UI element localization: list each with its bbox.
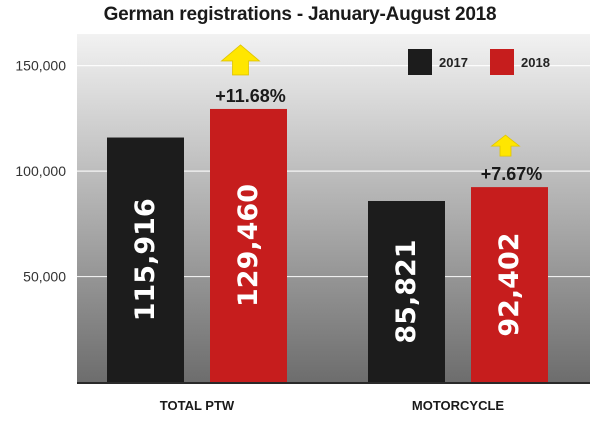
change-label: +7.67% bbox=[481, 164, 543, 184]
up-arrow-icon bbox=[490, 134, 521, 157]
legend-swatch-2017 bbox=[408, 49, 432, 75]
y-tick-label: 50,000 bbox=[23, 269, 66, 285]
category-label: TOTAL PTW bbox=[160, 398, 235, 413]
up-arrow-icon bbox=[220, 44, 261, 76]
bar-value-label: 115,916 bbox=[130, 198, 161, 321]
change-label: +11.68% bbox=[215, 86, 286, 106]
bar-2017-motorcycle bbox=[368, 200, 445, 382]
bar-value-label: 85,821 bbox=[391, 239, 422, 343]
legend-label: 2017 bbox=[439, 55, 468, 70]
legend-label: 2018 bbox=[521, 55, 550, 70]
y-tick-label: 150,000 bbox=[15, 58, 66, 74]
bar-value-label: 92,402 bbox=[494, 232, 525, 336]
chart-title: German registrations - January-August 20… bbox=[103, 4, 497, 25]
category-label: MOTORCYCLE bbox=[412, 398, 505, 413]
bar-2017-total-ptw bbox=[107, 137, 184, 382]
bar-2018-total-ptw bbox=[210, 108, 287, 382]
bar-value-label: 129,460 bbox=[233, 184, 264, 307]
bar-2018-motorcycle bbox=[471, 187, 548, 382]
legend-swatch-2018 bbox=[490, 49, 514, 75]
y-tick-label: 100,000 bbox=[15, 163, 66, 179]
